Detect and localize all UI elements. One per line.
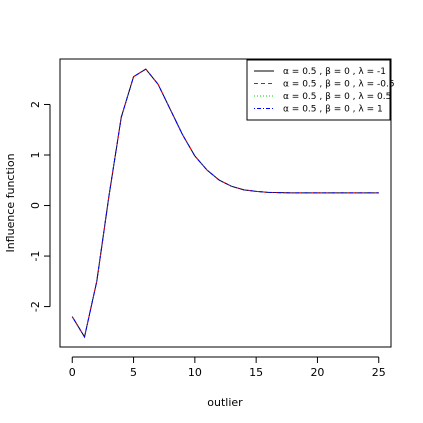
legend-label: α = 0.5 , β = 0 , λ = 0.5 (283, 92, 391, 102)
y-tick-label: 2 (29, 101, 42, 108)
plot-box (59, 58, 392, 348)
series-layer (71, 68, 379, 339)
legend: α = 0.5 , β = 0 , λ = -1 α = 0.5 , β = 0 … (246, 59, 395, 121)
x-tick-label: 10 (188, 366, 202, 379)
y-axis: -2 -1 0 1 2 (29, 101, 51, 312)
y-tick-label: 0 (29, 202, 42, 209)
y-tick-label: -2 (29, 301, 42, 312)
x-tick-label: 25 (372, 366, 386, 379)
x-axis: 0 5 10 15 20 25 (69, 356, 386, 379)
legend-box (246, 59, 391, 121)
y-tick-label: -1 (29, 251, 42, 262)
series-line-4 (71, 68, 379, 339)
x-tick-label: 5 (130, 366, 137, 379)
legend-label: α = 0.5 , β = 0 , λ = -0.5 (283, 80, 395, 90)
y-tick-label: 1 (29, 152, 42, 159)
x-tick-label: 15 (249, 366, 263, 379)
x-tick-label: 20 (310, 366, 324, 379)
legend-label: α = 0.5 , β = 0 , λ = 1 (283, 105, 383, 115)
x-tick-label: 0 (69, 366, 76, 379)
x-axis-title: outlier (207, 396, 243, 409)
y-axis-title: Influence function (4, 153, 17, 252)
legend-label: α = 0.5 , β = 0 , λ = -1 (283, 67, 386, 77)
